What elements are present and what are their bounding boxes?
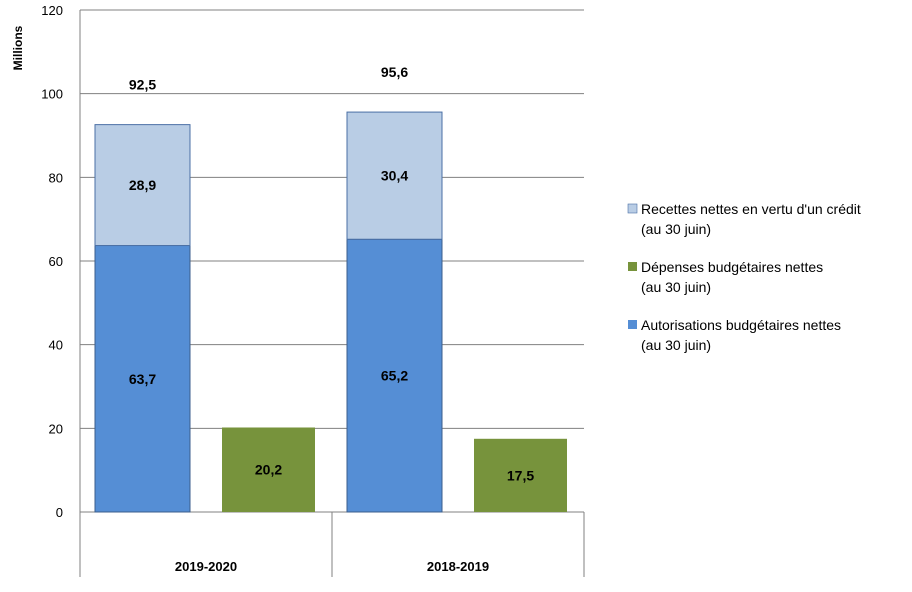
category-label: 2018-2019 [427, 559, 489, 574]
data-label: 63,7 [129, 371, 156, 387]
data-label: 30,4 [381, 168, 408, 184]
bar-recettes [94, 124, 191, 247]
legend-label: Dépenses budgétaires nettes [641, 259, 823, 275]
axes: 0 20 40 60 80 100 120 Millions 2019-2020 2018-201… [11, 3, 585, 577]
bar-autorisations [346, 238, 443, 513]
data-label: 17,5 [507, 467, 534, 483]
bar-depenses [474, 438, 567, 512]
category-label: 2019-2020 [175, 559, 237, 574]
y-tick-label: 120 [41, 3, 63, 18]
legend-label-sub: (au 30 juin) [641, 279, 711, 295]
legend-label: Autorisations budgétaires nettes [641, 317, 841, 333]
bar-depenses [222, 427, 315, 512]
bar-recettes [346, 111, 443, 240]
legend-label-sub: (au 30 juin) [641, 221, 711, 237]
total-label: 92,5 [129, 77, 156, 93]
legend-label-sub: (au 30 juin) [641, 337, 711, 353]
y-tick-label: 60 [49, 254, 63, 269]
legend-swatch [627, 203, 638, 214]
y-tick-label: 80 [49, 170, 63, 185]
data-label: 20,2 [255, 462, 282, 478]
y-tick-label: 0 [56, 505, 63, 520]
y-tick-label: 100 [41, 87, 63, 102]
data-labels: 63,7 28,9 92,5 65,2 30,4 95,6 20,2 17,5 [129, 64, 534, 483]
y-tick-label: 20 [49, 421, 63, 436]
y-axis-title: Millions [11, 25, 25, 70]
bars [94, 111, 567, 513]
legend-label: Recettes nettes en vertu d'un crédit [641, 201, 861, 217]
data-label: 28,9 [129, 177, 156, 193]
total-label: 95,6 [381, 64, 408, 80]
legend-swatch [628, 320, 637, 329]
y-tick-label: 40 [49, 338, 63, 353]
legend: Recettes nettes en vertu d'un crédit (au … [627, 201, 861, 353]
bar-autorisations [94, 245, 191, 513]
data-label: 65,2 [381, 368, 408, 384]
legend-swatch [628, 262, 637, 271]
